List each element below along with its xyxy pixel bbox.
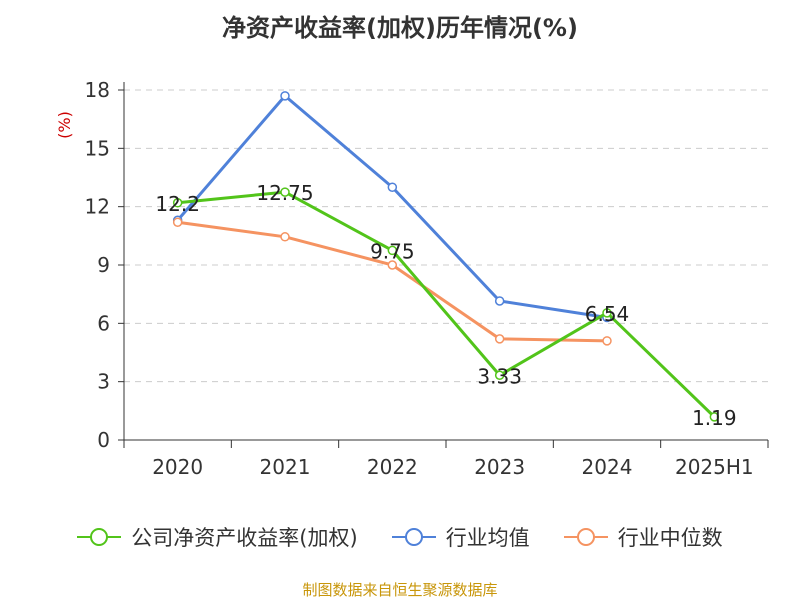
data-point-2	[280, 232, 290, 242]
data-point-0	[172, 198, 183, 208]
data-label: 12.75	[256, 181, 313, 205]
legend-marker-blue-icon	[391, 528, 436, 546]
data-point-0	[602, 308, 612, 318]
data-label: 6.54	[585, 302, 630, 326]
data-label: 1.19	[692, 406, 737, 430]
x-tick-label: 2023	[474, 455, 525, 479]
y-tick-label: 6	[97, 311, 110, 335]
data-label: 3.33	[477, 364, 522, 388]
x-tick-label: 2021	[260, 455, 311, 479]
y-tick-label: 18	[85, 78, 110, 102]
data-label: 9.75	[370, 239, 415, 263]
data-point-2	[387, 260, 398, 270]
legend-item-industry-median[interactable]: 行业中位数	[563, 522, 723, 552]
data-point-0	[387, 245, 398, 256]
y-tick-label: 3	[97, 370, 110, 394]
legend-marker-green-icon	[77, 528, 122, 546]
data-point-1	[280, 91, 290, 101]
y-axis-label: (%)	[55, 111, 74, 139]
y-tick-label: 0	[97, 428, 110, 452]
data-point-2	[494, 334, 505, 344]
x-tick-label: 2022	[367, 455, 418, 479]
source-note: 制图数据来自恒生聚源数据库	[302, 581, 498, 599]
legend-label-industry-mean: 行业均值	[445, 526, 530, 550]
data-point-1	[494, 296, 505, 306]
data-label: 12.2	[155, 192, 200, 216]
x-tick-label: 2024	[582, 455, 633, 479]
data-point-1	[387, 182, 398, 192]
legend-marker-orange-icon	[563, 528, 608, 546]
x-tick-label: 2020	[152, 455, 203, 479]
data-point-2	[172, 217, 183, 227]
legend-label-industry-median: 行业中位数	[617, 526, 723, 550]
y-tick-label: 12	[85, 195, 110, 219]
series-line-0	[177, 190, 716, 418]
y-tick-label: 15	[85, 136, 110, 160]
legend-label-company-roe: 公司净资产收益率(加权)	[131, 526, 358, 550]
legend-item-industry-mean[interactable]: 行业均值	[391, 522, 530, 552]
x-tick-label: 2025H1	[675, 455, 754, 479]
legend-item-company-roe[interactable]: 公司净资产收益率(加权)	[77, 522, 358, 552]
chart-title: 净资产收益率(加权)历年情况(%)	[222, 14, 578, 42]
y-tick-label: 9	[97, 253, 110, 277]
data-point-0	[494, 370, 505, 380]
data-point-0	[709, 412, 720, 422]
data-point-2	[602, 336, 612, 346]
data-point-0	[280, 187, 290, 197]
legend: 公司净资产收益率(加权) 行业均值 行业中位数	[0, 520, 800, 554]
